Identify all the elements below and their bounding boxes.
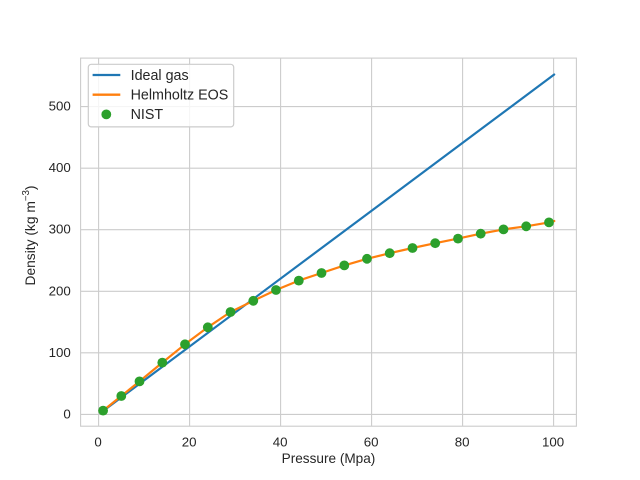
svg-text:NIST: NIST [131,107,164,123]
svg-text:0: 0 [94,435,101,450]
svg-text:400: 400 [49,160,71,175]
svg-text:100: 100 [542,435,564,450]
svg-text:100: 100 [49,345,71,360]
svg-text:300: 300 [49,222,71,237]
svg-text:80: 80 [455,435,470,450]
svg-text:20: 20 [182,435,197,450]
svg-text:0: 0 [63,406,70,421]
svg-text:200: 200 [49,283,71,298]
svg-text:Pressure (Mpa): Pressure (Mpa) [282,451,376,466]
svg-text:60: 60 [364,435,379,450]
svg-text:40: 40 [273,435,288,450]
svg-text:Ideal gas: Ideal gas [131,68,189,84]
svg-text:Density (kg m−3): Density (kg m−3) [21,186,38,286]
svg-text:500: 500 [49,99,71,114]
svg-text:Helmholtz EOS: Helmholtz EOS [131,87,229,103]
